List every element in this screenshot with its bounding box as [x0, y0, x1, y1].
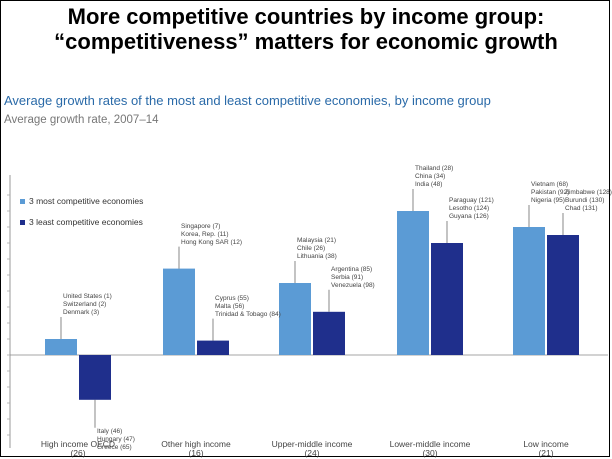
legend-label-most: 3 most competitive economies — [29, 196, 144, 206]
bar-most-competitive — [163, 268, 195, 355]
bar-least-competitive — [431, 243, 463, 355]
bar-annotation: Vietnam (68) Pakistan (92) Nigeria (95) — [531, 181, 570, 204]
bar-annotation: Paraguay (121) Lesotho (124) Guyana (126… — [449, 197, 494, 220]
legend-swatch-most — [20, 199, 25, 205]
bar-annotation: Malaysia (21) Chile (26) Lithuania (38) — [297, 237, 337, 260]
legend-item-least: 3 least competitive economies — [20, 217, 143, 227]
category-label: Other high income (16) — [161, 439, 231, 458]
chart-title: Average growth rates of the most and lea… — [4, 93, 491, 108]
bar-least-competitive — [197, 340, 229, 355]
category-label: High income OECD (26) — [40, 439, 116, 458]
bar-least-competitive — [79, 355, 111, 400]
bar-annotation: Italy (46) Hungary (47) Greece (65) — [97, 427, 135, 451]
bar-most-competitive — [513, 227, 545, 355]
legend-item-most: 3 most competitive economies — [20, 196, 143, 206]
category-label: Lower-middle income (30) — [389, 439, 471, 458]
bar-least-competitive — [313, 311, 345, 355]
slide-title: More competitive countries by income gro… — [54, 4, 558, 54]
bar-annotation: Cyprus (55) Malta (56) Trinidad & Tobago… — [215, 294, 281, 318]
bar-most-competitive — [45, 339, 77, 355]
bar-annotation: Singapore (7) Korea, Rep. (11) Hong Kong… — [181, 222, 243, 246]
category-label: Low income (21) — [523, 439, 569, 458]
bar-least-competitive — [547, 235, 579, 355]
bar-annotation: United States (1) Switzerland (2) Denmar… — [63, 293, 112, 316]
legend-swatch-least — [20, 220, 25, 226]
legend-label-least: 3 least competitive economies — [29, 217, 143, 227]
bar-most-competitive — [397, 211, 429, 355]
bar-most-competitive — [279, 283, 311, 355]
bar-annotation: Thailand (28) China (34) India (48) — [415, 165, 454, 188]
chart-subtitle: Average growth rate, 2007–14 — [4, 114, 159, 126]
bar-annotation: Zimbabwe (128) Burundi (130) Chad (131) — [565, 189, 612, 212]
bar-annotation: Argentina (85) Serbia (91) Venezuela (98… — [331, 265, 375, 289]
category-label: Upper-middle income (24) — [271, 439, 353, 458]
